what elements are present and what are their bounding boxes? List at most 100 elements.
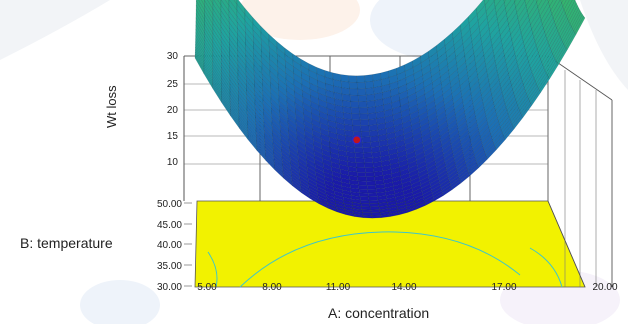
x-tick-label: 14.00 (391, 282, 416, 293)
surface-facet (365, 176, 376, 182)
z-tick-label: 25 (167, 79, 179, 90)
surface-facet (350, 107, 360, 115)
surface-facet (367, 188, 377, 194)
surface-facet (361, 136, 371, 143)
y-tick-label: 30.00 (157, 282, 182, 293)
surface-facet (371, 212, 381, 216)
surface-facet (560, 0, 564, 4)
x-tick-label: 8.00 (262, 282, 282, 293)
surface-facet (361, 206, 371, 211)
surface-facet (360, 119, 370, 126)
y-tick-label: 50.00 (157, 199, 182, 210)
surface-facet (360, 203, 371, 208)
x-axis-title: A: concentration (328, 305, 430, 321)
surface-facet (359, 113, 369, 121)
surface-facet (362, 142, 372, 149)
surface-facet (360, 125, 370, 132)
surface-facet (349, 88, 359, 96)
surface-facet (357, 94, 367, 102)
surface-facet (366, 184, 377, 190)
surface-facet (548, 0, 554, 7)
surface-facet (360, 199, 370, 204)
surface-facet (349, 94, 359, 102)
surface-facet (535, 0, 539, 3)
surface-facet (348, 75, 358, 83)
surface-facet (364, 162, 374, 168)
surface-facet (358, 184, 368, 190)
surface-facet (354, 152, 365, 159)
surface-facet (365, 87, 375, 96)
x-tick-label: 20.00 (592, 282, 617, 293)
surface-facet (366, 100, 376, 108)
surface-facet (361, 131, 371, 138)
surface-facet (342, 100, 352, 108)
surface-facet (364, 74, 374, 83)
surface-facet (357, 88, 367, 96)
surface-facet (368, 199, 379, 204)
surface-facet (368, 118, 378, 126)
surface-facet (367, 192, 378, 198)
surface-facet (359, 192, 369, 198)
surface-facet (371, 215, 382, 219)
surface-facet (357, 180, 368, 186)
surface-facet (367, 112, 377, 120)
surface-facet (351, 113, 361, 121)
z-tick-label: 10 (167, 157, 179, 168)
z-tick-label: 20 (167, 105, 179, 116)
surface-facet (356, 82, 366, 90)
surface-facet (536, 0, 543, 8)
surface-facet (362, 212, 372, 216)
floor-contour-line (207, 251, 218, 288)
surface-facet (352, 125, 362, 132)
surface-facet (355, 162, 366, 168)
surface-facet (368, 124, 378, 132)
surface-facet (367, 106, 377, 114)
surface-facet (365, 171, 375, 178)
surface-facet (561, 0, 567, 7)
x-tick-label: 5.00 (197, 282, 217, 293)
z-axis-title: Wt loss (104, 85, 119, 128)
surface-facet (369, 135, 380, 143)
surface-facet (356, 167, 366, 173)
surface-facet (354, 147, 364, 154)
floor-contour-line (529, 247, 563, 288)
surface-facet (341, 87, 351, 96)
surface-facet (356, 75, 366, 83)
surface-facet (362, 147, 372, 154)
surface-facet (357, 176, 367, 182)
surface-facet (370, 209, 381, 214)
surface-facet (370, 206, 380, 211)
surface-facet (359, 107, 368, 115)
surface-facet (340, 74, 350, 83)
surface-facet (358, 101, 368, 109)
z-tick-label: 30 (167, 51, 179, 62)
surface-facet (351, 119, 361, 126)
design-point-marker (352, 135, 362, 145)
y-axis-title: B: temperature (20, 235, 113, 251)
surface-facet (368, 196, 378, 201)
surface-facet (340, 81, 350, 89)
surface-facet (358, 188, 369, 194)
y-tick-label: 40.00 (157, 240, 182, 251)
floor-contour-line (239, 231, 521, 288)
x-tick-label: 11.00 (326, 282, 351, 293)
surface-facet (348, 82, 358, 90)
surface-facet (359, 196, 370, 201)
surface-facet (341, 93, 351, 102)
right-floor-edge (547, 200, 586, 288)
surface-facet (514, 0, 521, 8)
surface-facet (356, 171, 367, 178)
surface-facet (369, 203, 380, 208)
surface-facet (562, 0, 570, 11)
surface-facet (342, 106, 352, 114)
surface-facet (369, 130, 379, 137)
y-tick-label: 35.00 (157, 261, 182, 272)
surface-facet (364, 81, 374, 89)
surface-facet (361, 209, 372, 214)
surface-facet (355, 157, 365, 164)
x-tick-label: 17.00 (491, 282, 516, 293)
surface-facet (364, 167, 375, 173)
surface-facet (524, 0, 530, 6)
